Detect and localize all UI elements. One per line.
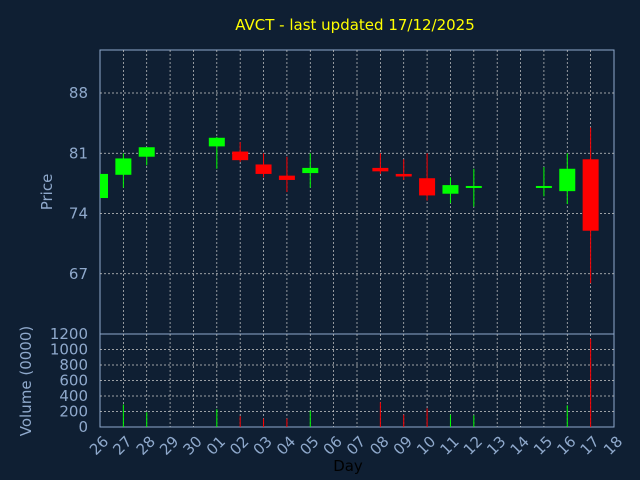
volume-axis-label: Volume (0000) (17, 326, 35, 436)
candle-body (278, 175, 295, 180)
x-axis: 2627282930010203040506070809101112131415… (86, 433, 626, 459)
price-tick-label: 67 (69, 265, 88, 283)
x-tick-label: 03 (250, 433, 276, 459)
candle-body (372, 167, 389, 172)
x-tick-label: 16 (553, 433, 579, 459)
x-tick-label: 27 (109, 433, 135, 459)
candle-body (419, 178, 436, 196)
candle-body (559, 168, 576, 192)
volume-tick-label: 800 (59, 356, 88, 374)
candle-body (582, 159, 599, 231)
x-tick-label: 02 (226, 433, 252, 459)
x-tick-label: 08 (366, 433, 392, 459)
price-panel: 67 74 81 88 (69, 49, 615, 335)
volume-tick-label: 200 (59, 403, 88, 421)
x-tick-label: 18 (600, 433, 626, 459)
x-tick-label: 26 (86, 433, 112, 459)
x-tick-label: 14 (507, 433, 533, 459)
price-axis-label: Price (38, 174, 56, 211)
candle-body (255, 164, 272, 174)
x-tick-label: 01 (203, 433, 229, 459)
x-tick-label: 10 (413, 433, 439, 459)
chart-title: AVCT - last updated 17/12/2025 (235, 16, 475, 34)
x-tick-label: 06 (320, 433, 346, 459)
x-tick-label: 28 (133, 433, 159, 459)
volume-tick-label: 400 (59, 387, 88, 405)
candle-body (465, 185, 482, 188)
price-tick-label: 88 (69, 84, 88, 102)
x-tick-label: 09 (390, 433, 416, 459)
volume-tick-label: 1200 (50, 325, 88, 343)
candle-body (138, 147, 155, 157)
x-tick-label: 05 (296, 433, 322, 459)
x-tick-label: 15 (530, 433, 556, 459)
candle-body (232, 151, 249, 161)
candle-body (442, 185, 459, 194)
volume-tick-label: 0 (78, 418, 88, 436)
candles-group (100, 127, 599, 284)
x-tick-label: 17 (577, 433, 603, 459)
x-tick-label: 11 (436, 433, 462, 459)
price-tick-label: 81 (69, 144, 88, 162)
volume-tick-label: 1000 (50, 341, 88, 359)
candle-body (208, 137, 225, 147)
x-tick-label: 13 (483, 433, 509, 459)
x-tick-label: 29 (156, 433, 182, 459)
candle-body (535, 185, 552, 188)
x-tick-label: 12 (460, 433, 486, 459)
candle-body (395, 173, 412, 177)
price-tick-label: 74 (69, 205, 88, 223)
x-tick-label: 07 (343, 433, 369, 459)
volume-tick-label: 600 (59, 372, 88, 390)
candle-body (115, 158, 132, 175)
candle-body (302, 167, 319, 174)
candle-body (100, 173, 108, 199)
x-tick-label: 30 (179, 433, 205, 459)
x-tick-label: 04 (273, 433, 299, 459)
x-axis-label: Day (333, 457, 363, 475)
